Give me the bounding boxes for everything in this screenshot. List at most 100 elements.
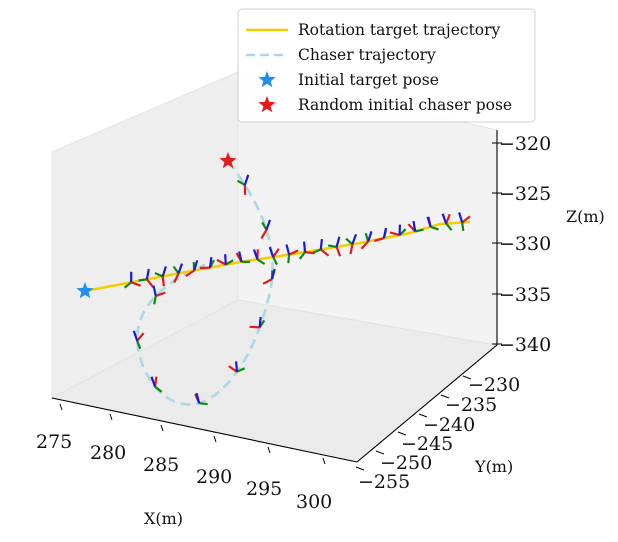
target-trajectory-line bbox=[84, 220, 471, 293]
frame-y-axis bbox=[154, 385, 163, 393]
frame-z-axis bbox=[412, 220, 417, 232]
frame-y-axis bbox=[236, 179, 246, 186]
legend-label: Rotation target trajectory bbox=[298, 21, 501, 39]
y-tick-label: −235 bbox=[445, 394, 497, 416]
x-tick-label: 295 bbox=[246, 478, 282, 500]
frame-z-axis bbox=[319, 238, 323, 250]
x-tick-295: 295 bbox=[246, 446, 282, 500]
frame-y-axis bbox=[430, 225, 439, 231]
frame-y-axis bbox=[123, 281, 132, 289]
frame-y-axis bbox=[199, 402, 208, 406]
frame-z-axis bbox=[265, 219, 272, 231]
y-tick-minus230: −230 bbox=[462, 374, 520, 396]
x-tick-label: 290 bbox=[196, 466, 232, 488]
pose-frame bbox=[152, 285, 166, 305]
legend-star-icon bbox=[258, 71, 276, 88]
x-tick-label: 280 bbox=[90, 442, 126, 464]
pose-frame bbox=[285, 244, 299, 264]
frame-x-axis bbox=[260, 229, 268, 239]
pose-frame bbox=[360, 231, 373, 250]
frame-x-axis bbox=[146, 278, 155, 288]
pose-frame bbox=[154, 266, 167, 287]
frame-x-axis bbox=[360, 240, 370, 250]
frame-x-axis bbox=[374, 237, 385, 242]
frame-z-axis bbox=[193, 260, 199, 271]
frame-y-axis bbox=[138, 278, 148, 282]
z-axis-ticks: −320 −325 −330 −335 −340 Z(m) bbox=[492, 133, 605, 356]
frame-y-axis bbox=[312, 248, 322, 254]
frame-y-axis bbox=[414, 228, 424, 233]
pose-frame bbox=[216, 254, 234, 266]
pose-frame bbox=[345, 234, 358, 255]
pose-frame bbox=[194, 392, 208, 406]
frame-x-axis bbox=[349, 244, 354, 255]
legend-label: Random initial chaser pose bbox=[298, 96, 512, 114]
pose-frame bbox=[441, 213, 453, 231]
frame-z-axis bbox=[152, 285, 157, 297]
frame-z-axis bbox=[145, 268, 150, 280]
frame-x-axis bbox=[173, 272, 180, 283]
frame-z-axis bbox=[426, 216, 432, 228]
y-tick-label: −255 bbox=[358, 471, 410, 493]
x-tick-280: 280 bbox=[90, 413, 126, 464]
z-tick-minus330: −330 bbox=[492, 233, 551, 255]
y-tick-minus245: −245 bbox=[397, 431, 453, 455]
pose-frame bbox=[123, 271, 141, 289]
z-axis-label: Z(m) bbox=[566, 207, 605, 226]
pose-frame bbox=[312, 238, 330, 257]
x-axis-line bbox=[51, 397, 358, 463]
pane-box bbox=[50, 71, 499, 463]
initial-chaser-pose-star bbox=[219, 152, 237, 169]
z-tick-label: −330 bbox=[499, 233, 551, 255]
frame-z-axis bbox=[303, 241, 307, 253]
frame-z-axis bbox=[351, 234, 358, 245]
frame-x-axis bbox=[185, 269, 195, 278]
frame-x-axis bbox=[389, 231, 400, 237]
legend-entry-chaser-trajectory: Chaser trajectory bbox=[246, 46, 436, 64]
frame-y-axis bbox=[287, 254, 291, 264]
target-trajectory bbox=[84, 220, 471, 293]
frame-x-axis bbox=[249, 325, 260, 329]
x-tick-290: 290 bbox=[196, 435, 232, 488]
frame-x-axis bbox=[262, 278, 273, 285]
pose-frame bbox=[228, 361, 246, 373]
frame-x-axis bbox=[288, 249, 299, 256]
frame-z-axis bbox=[285, 244, 291, 255]
frame-z-axis bbox=[252, 249, 259, 260]
x-tick-label: 285 bbox=[143, 454, 179, 476]
frame-z-axis bbox=[224, 254, 227, 265]
y-tick-minus250: −250 bbox=[375, 450, 432, 474]
frame-y-axis bbox=[236, 367, 246, 373]
frame-y-axis bbox=[136, 340, 142, 350]
y-tick-label: −245 bbox=[401, 433, 453, 455]
frame-x-axis bbox=[216, 258, 227, 266]
frame-z-axis bbox=[195, 392, 201, 404]
frame-x-axis bbox=[161, 276, 165, 287]
y-tick-label: −240 bbox=[423, 414, 475, 436]
z-tick-label: −320 bbox=[499, 133, 551, 155]
legend-entry-initial-target-pose: Initial target pose bbox=[258, 71, 439, 89]
frame-x-axis bbox=[130, 281, 141, 287]
frame-y-axis bbox=[461, 222, 465, 232]
frame-y-axis bbox=[154, 271, 164, 278]
legend-star-icon bbox=[258, 96, 276, 113]
y-tick-minus255: −255 bbox=[355, 466, 410, 493]
frame-x-axis bbox=[228, 365, 238, 373]
z-tick-minus340: −340 bbox=[492, 334, 551, 356]
frame-y-axis bbox=[298, 251, 306, 260]
pose-frame bbox=[328, 236, 342, 257]
frame-z-axis bbox=[270, 268, 276, 280]
frame-y-axis bbox=[225, 259, 234, 266]
pose-frame bbox=[199, 257, 215, 270]
frame-z-axis bbox=[150, 376, 157, 387]
x-tick-275: 275 bbox=[36, 403, 72, 453]
legend-label: Chaser trajectory bbox=[298, 46, 436, 64]
x-axis-ticks: 275 280 285 290 295 300 X(m) bbox=[36, 403, 332, 528]
y-tick-minus235: −235 bbox=[440, 394, 497, 416]
frame-y-axis bbox=[328, 244, 337, 248]
pose-frame bbox=[458, 212, 471, 232]
y-tick-label: −230 bbox=[468, 374, 520, 396]
frame-z-axis bbox=[238, 251, 243, 263]
frame-x-axis bbox=[320, 248, 330, 257]
